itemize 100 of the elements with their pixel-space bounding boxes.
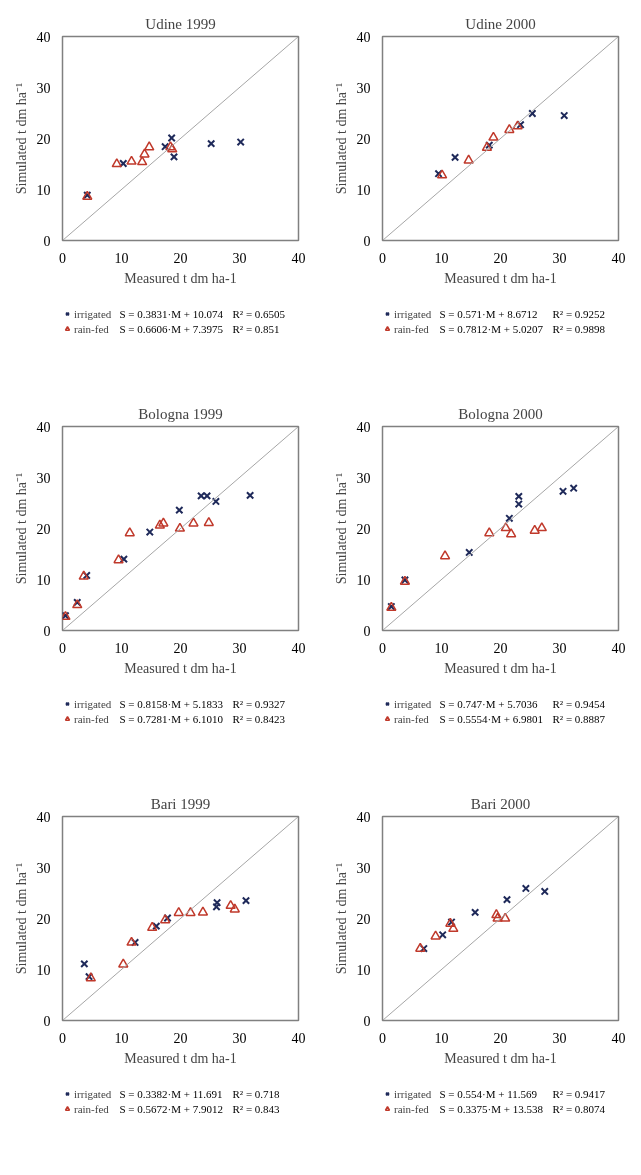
- x-tick-label: 20: [173, 250, 188, 266]
- point: [146, 921, 158, 932]
- point: [415, 942, 426, 952]
- text: R² = 0.851: [232, 323, 280, 335]
- legend-label: rain-fed: [74, 321, 109, 336]
- point: [113, 554, 124, 564]
- text: R² = 0.6505: [232, 308, 286, 320]
- point: [499, 912, 511, 922]
- x-tick-label: 20: [493, 1030, 508, 1046]
- x-tick-label: 40: [611, 640, 626, 656]
- y-axis-title: Simulated t dm ha⁻¹: [333, 82, 349, 195]
- point: [241, 896, 251, 905]
- chart-title: Bari 2000: [470, 795, 531, 812]
- text: S = 0.571·M + 8.6712: [439, 308, 538, 320]
- y-axis-title: Simulated t dm ha⁻¹: [333, 472, 349, 585]
- chart-title: Bari 1999: [150, 795, 211, 812]
- point: [111, 158, 123, 168]
- x-tick-label: 20: [493, 250, 508, 266]
- text: R² = 0.9454: [552, 698, 606, 710]
- y-tick-label: 10: [356, 962, 371, 978]
- point: [436, 169, 448, 179]
- point: [158, 517, 169, 527]
- point: [145, 527, 154, 537]
- point: [502, 895, 512, 904]
- point: [236, 137, 245, 147]
- text: S = 0.5554·M + 6.9801: [439, 713, 543, 725]
- x-axis-title: Measured t dm ha-1: [124, 1050, 237, 1066]
- point: [504, 123, 515, 134]
- point: [154, 519, 166, 529]
- x-axis-title: Measured t dm ha-1: [124, 660, 237, 676]
- point: [481, 141, 493, 152]
- y-tick-label: 40: [36, 419, 51, 435]
- point: [491, 908, 502, 919]
- text: R² = 0.843: [232, 1103, 281, 1115]
- x-tick-label: 0: [379, 640, 386, 656]
- point: [229, 903, 241, 913]
- legend-label: irrigated: [394, 1086, 432, 1101]
- y-tick-label: 30: [356, 470, 371, 486]
- x-tick-label: 30: [552, 1030, 567, 1046]
- text: R² = 0.9898: [552, 323, 606, 335]
- x-tick-label: 40: [291, 250, 306, 266]
- x-tick-label: 40: [611, 1030, 626, 1046]
- y-axis-title: Simulated t dm ha⁻¹: [13, 472, 29, 585]
- x-axis-title: Measured t dm ha-1: [444, 270, 557, 286]
- point: [514, 499, 523, 509]
- text: S = 0.6606·M + 7.3975: [119, 323, 224, 335]
- point: [463, 154, 474, 164]
- y-tick-label: 40: [36, 809, 51, 825]
- point: [188, 517, 199, 527]
- x-tick-label: 10: [434, 250, 449, 266]
- y-axis-title: Simulated t dm ha⁻¹: [13, 82, 29, 195]
- y-tick-label: 20: [356, 911, 371, 927]
- y-tick-label: 0: [43, 233, 51, 249]
- x-tick-label: 0: [379, 250, 386, 266]
- x-tick-label: 30: [232, 250, 247, 266]
- text: S = 0.7281·M + 6.1010: [119, 713, 224, 725]
- y-tick-label: 0: [363, 233, 371, 249]
- text: R² = 0.9252: [552, 308, 606, 320]
- legend-label: irrigated: [394, 696, 432, 711]
- legend-label: irrigated: [74, 1086, 112, 1101]
- point: [558, 487, 568, 496]
- text: S = 0.3382·M + 11.691: [119, 1088, 223, 1100]
- point: [126, 936, 137, 946]
- text: R² = 0.718: [232, 1088, 281, 1100]
- point: [560, 111, 569, 120]
- x-tick-label: 0: [379, 1030, 386, 1046]
- x-tick-label: 20: [493, 640, 508, 656]
- x-tick-label: 10: [434, 1030, 449, 1046]
- point: [143, 141, 155, 151]
- point: [225, 899, 236, 910]
- y-tick-label: 20: [356, 131, 371, 147]
- point: [500, 522, 512, 532]
- point: [124, 527, 136, 537]
- x-tick-label: 20: [173, 1030, 188, 1046]
- text: R² = 0.9417: [552, 1088, 606, 1100]
- x-axis-title: Measured t dm ha-1: [444, 660, 557, 676]
- text: S = 0.7812·M + 5.0207: [439, 323, 544, 335]
- point: [448, 922, 459, 933]
- text: R² = 0.8423: [232, 713, 286, 725]
- point: [536, 522, 548, 532]
- y-tick-label: 10: [356, 572, 371, 588]
- point: [118, 958, 129, 968]
- legend-label: irrigated: [74, 306, 112, 321]
- x-tick-label: 20: [173, 640, 188, 656]
- y-tick-label: 0: [43, 623, 51, 639]
- point: [159, 914, 171, 924]
- point: [439, 550, 451, 560]
- text: S = 0.3831·M + 10.074: [119, 308, 224, 320]
- text: R² = 0.8887: [552, 713, 606, 725]
- text: S = 0.3375·M + 13.538: [439, 1103, 544, 1115]
- y-tick-label: 10: [36, 572, 51, 588]
- x-tick-label: 30: [552, 250, 567, 266]
- y-axis-title: Simulated t dm ha⁻¹: [333, 862, 349, 975]
- text: R² = 0.8074: [552, 1103, 606, 1115]
- point: [512, 120, 523, 130]
- y-tick-label: 40: [36, 29, 51, 45]
- y-tick-label: 30: [36, 860, 51, 876]
- point: [203, 516, 215, 527]
- point: [174, 522, 186, 532]
- chart-title: Udine 2000: [465, 15, 536, 32]
